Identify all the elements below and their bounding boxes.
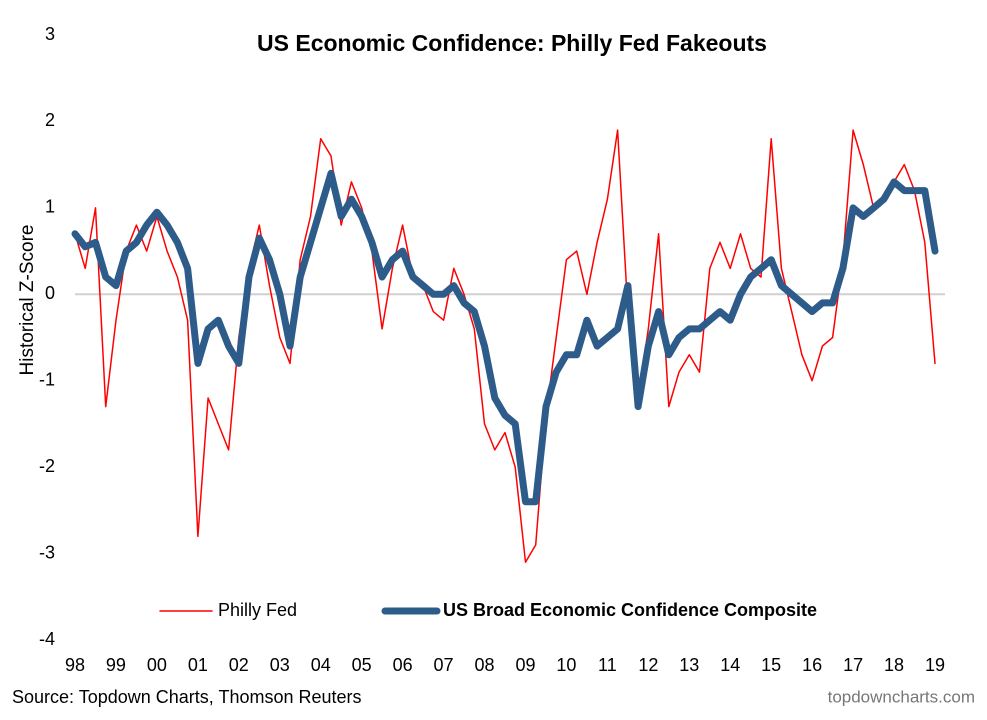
y-tick-label: 3 — [45, 24, 55, 44]
y-tick-label: 2 — [45, 110, 55, 130]
x-tick-label: 11 — [598, 655, 617, 675]
y-axis-label: Historical Z-Score — [17, 225, 38, 376]
x-tick-label: 15 — [761, 655, 781, 675]
x-tick-label: 07 — [434, 655, 454, 675]
x-tick-label: 19 — [925, 655, 945, 675]
x-tick-label: 08 — [475, 655, 495, 675]
y-tick-label: -1 — [39, 369, 55, 389]
y-tick-label: -4 — [39, 629, 55, 649]
series-line — [71, 169, 939, 506]
x-tick-label: 01 — [188, 655, 208, 675]
x-tick-label: 17 — [843, 655, 863, 675]
x-tick-label: 00 — [147, 655, 167, 675]
legend-label: Philly Fed — [218, 600, 297, 620]
x-tick-label: 09 — [515, 655, 535, 675]
x-tick-label: 06 — [393, 655, 413, 675]
x-tick-label: 13 — [679, 655, 699, 675]
x-tick-label: 02 — [229, 655, 249, 675]
x-tick-label: 98 — [65, 655, 85, 675]
chart-title: US Economic Confidence: Philly Fed Fakeo… — [257, 30, 767, 56]
y-tick-label: -3 — [39, 542, 55, 562]
y-tick-label: -2 — [39, 456, 55, 476]
x-tick-label: 16 — [802, 655, 822, 675]
x-tick-label: 18 — [884, 655, 904, 675]
legend-label: US Broad Economic Confidence Composite — [443, 600, 817, 620]
x-tick-label: 12 — [638, 655, 658, 675]
x-tick-label: 05 — [352, 655, 372, 675]
x-tick-label: 10 — [556, 655, 576, 675]
x-tick-label: 14 — [720, 655, 740, 675]
watermark: topdowncharts.com — [828, 687, 975, 706]
x-tick-label: 99 — [106, 655, 126, 675]
series-line — [74, 129, 936, 563]
x-tick-label: 03 — [270, 655, 290, 675]
source: Source: Topdown Charts, Thomson Reuters — [12, 687, 362, 707]
x-tick-label: 04 — [311, 655, 331, 675]
y-tick-label: 0 — [45, 283, 55, 303]
y-tick-label: 1 — [45, 197, 55, 217]
